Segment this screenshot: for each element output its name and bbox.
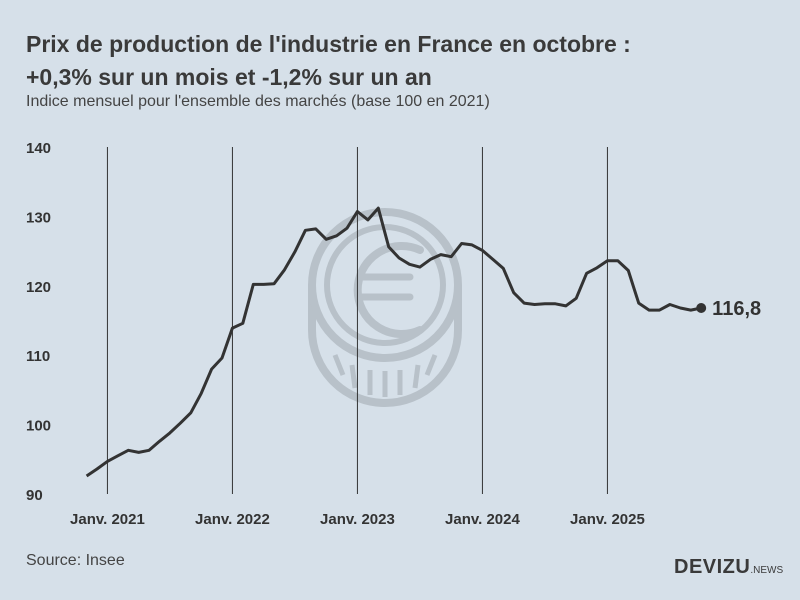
y-tick-label: 90: [26, 487, 43, 504]
x-tick-label: Janv. 2022: [195, 511, 270, 528]
chart-subtitle: Indice mensuel pour l'ensemble des march…: [26, 93, 490, 110]
y-tick-label: 120: [26, 279, 51, 296]
x-tick-label: Janv. 2024: [445, 511, 520, 528]
x-tick-label: Janv. 2025: [570, 511, 645, 528]
y-tick-label: 130: [26, 209, 51, 226]
y-tick-label: 100: [26, 418, 51, 435]
x-tick-label: Janv. 2023: [320, 511, 395, 528]
chart-title: Prix de production de l'industrie en Fra…: [26, 28, 631, 94]
y-tick-label: 140: [26, 140, 51, 157]
end-point-marker: [696, 303, 707, 314]
title-line-1: Prix de production de l'industrie en Fra…: [26, 31, 631, 57]
y-tick-label: 110: [26, 348, 50, 365]
series-line: [85, 206, 702, 478]
x-tick-label: Janv. 2021: [70, 511, 145, 528]
logo-suffix: .NEWS: [750, 565, 784, 576]
logo-main: DEVIZU: [674, 556, 751, 578]
euro-coin-icon: [308, 208, 462, 407]
end-value-label: 116,8: [712, 298, 761, 320]
title-line-2: +0,3% sur un mois et -1,2% sur un an: [26, 64, 432, 90]
devizu-logo: DEVIZU.NEWS: [674, 556, 783, 579]
source-note: Source: Insee: [26, 552, 125, 569]
